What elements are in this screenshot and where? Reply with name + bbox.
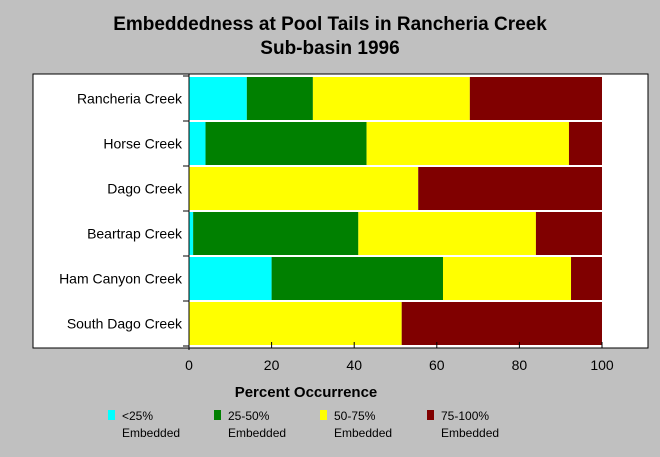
category-label: Ham Canyon Creek bbox=[59, 271, 183, 287]
legend-label: 50-75% bbox=[334, 409, 376, 423]
bar-horse-creek-series-1 bbox=[205, 122, 367, 165]
category-label: Beartrap Creek bbox=[87, 226, 183, 242]
x-tick-label: 20 bbox=[264, 357, 280, 373]
bar-rancheria-creek-series-0 bbox=[189, 77, 247, 120]
legend-label: <25% bbox=[122, 409, 154, 423]
bar-south-dago-creek-series-3 bbox=[401, 302, 602, 345]
bar-ham-canyon-creek-series-3 bbox=[571, 257, 602, 300]
legend-swatch bbox=[108, 410, 115, 420]
legend-label: 75-100% bbox=[441, 409, 490, 423]
x-tick-label: 60 bbox=[429, 357, 445, 373]
bar-horse-creek-series-3 bbox=[568, 122, 602, 165]
legend-label-line-2: Embedded bbox=[334, 426, 393, 440]
category-label: South Dago Creek bbox=[67, 316, 183, 332]
bar-ham-canyon-creek-series-2 bbox=[442, 257, 572, 300]
legend-label: 25-50% bbox=[228, 409, 270, 423]
bar-rancheria-creek-series-3 bbox=[469, 77, 602, 120]
bar-beartrap-creek-series-1 bbox=[193, 212, 359, 255]
x-axis-title: Percent Occurrence bbox=[235, 384, 378, 401]
x-tick-label: 80 bbox=[512, 357, 528, 373]
bar-beartrap-creek-series-2 bbox=[358, 212, 536, 255]
bar-ham-canyon-creek-series-1 bbox=[271, 257, 443, 300]
legend-swatch bbox=[214, 410, 221, 420]
bar-dago-creek-series-2 bbox=[189, 167, 419, 210]
x-tick-label: 100 bbox=[590, 357, 614, 373]
chart-title-line-1: Embeddedness at Pool Tails in Rancheria … bbox=[113, 14, 547, 35]
legend-label-line-2: Embedded bbox=[122, 426, 181, 440]
bar-beartrap-creek-series-3 bbox=[535, 212, 602, 255]
category-label: Rancheria Creek bbox=[77, 91, 183, 107]
bar-rancheria-creek-series-2 bbox=[312, 77, 470, 120]
category-label: Dago Creek bbox=[107, 181, 183, 197]
legend-swatch bbox=[320, 410, 327, 420]
bar-rancheria-creek-series-1 bbox=[246, 77, 313, 120]
bar-horse-creek-series-2 bbox=[366, 122, 569, 165]
bar-beartrap-creek-series-0 bbox=[189, 212, 194, 255]
bar-dago-creek-series-3 bbox=[418, 167, 602, 210]
bar-ham-canyon-creek-series-0 bbox=[189, 257, 272, 300]
legend-label-line-2: Embedded bbox=[441, 426, 500, 440]
bar-horse-creek-series-0 bbox=[189, 122, 206, 165]
chart-title-line-2: Sub-basin 1996 bbox=[260, 38, 400, 59]
x-tick-label: 0 bbox=[185, 357, 193, 373]
category-label: Horse Creek bbox=[103, 136, 183, 152]
x-tick-label: 40 bbox=[346, 357, 362, 373]
legend-swatch bbox=[427, 410, 434, 420]
bar-south-dago-creek-series-2 bbox=[189, 302, 402, 345]
legend-label-line-2: Embedded bbox=[228, 426, 287, 440]
